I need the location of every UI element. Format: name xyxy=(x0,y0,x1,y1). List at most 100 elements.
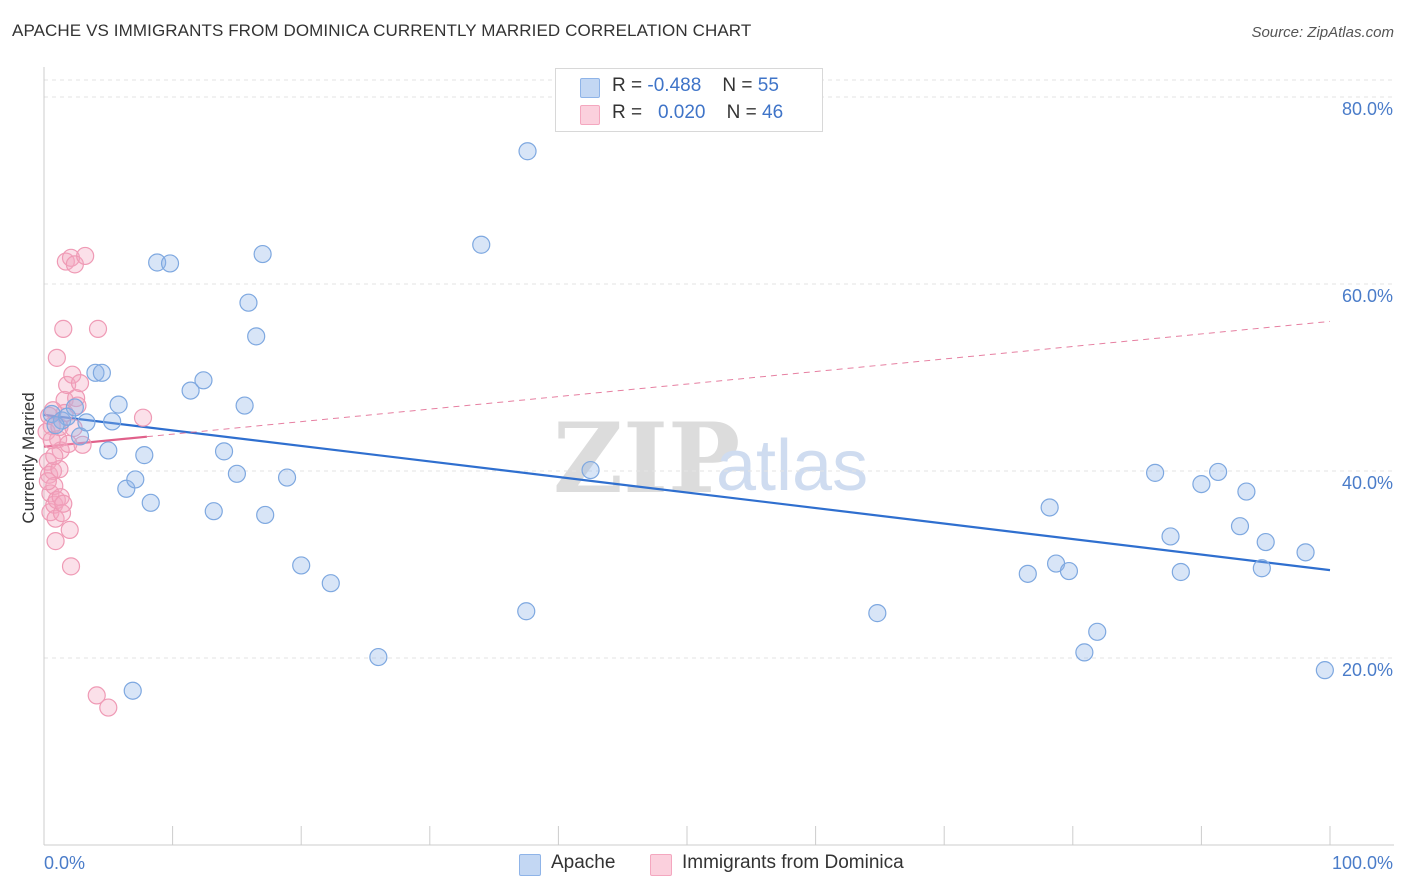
stats-legend: R = -0.488 N = 55 R = 0.020 N = 46 xyxy=(555,68,823,132)
dominica-point-37 xyxy=(133,408,153,427)
apache-point-9 xyxy=(103,412,122,431)
apache-point-15 xyxy=(148,253,167,272)
y-tick-label-3: 80.0% xyxy=(1342,99,1393,119)
dominica-point-33 xyxy=(76,246,95,266)
apache-point-0 xyxy=(42,404,61,424)
apache-point-34 xyxy=(581,460,600,480)
apache-point-18 xyxy=(194,371,213,390)
watermark-atlas: atlas xyxy=(716,426,868,506)
dominica-point-25 xyxy=(61,557,81,576)
dominica-n-value: 46 xyxy=(762,102,784,123)
apache-point-44 xyxy=(1161,527,1180,546)
dominica-trend-line-dashed xyxy=(146,320,1331,438)
apache-point-54 xyxy=(46,416,65,435)
apache-point-16 xyxy=(160,254,180,273)
apache-r-label: R = xyxy=(612,75,643,96)
dominica-swatch xyxy=(580,105,600,125)
watermark-zip: ZIP xyxy=(553,402,740,515)
apache-point-23 xyxy=(239,293,258,312)
apache-point-31 xyxy=(472,235,491,254)
dominica-point-43 xyxy=(54,494,73,513)
apache-points xyxy=(42,142,1334,700)
dominica-r-label: R = xyxy=(612,102,643,123)
apache-point-47 xyxy=(1209,462,1228,482)
apache-point-32 xyxy=(517,602,536,621)
apache-point-14 xyxy=(141,493,160,512)
apache-point-27 xyxy=(277,468,297,487)
apache-point-43 xyxy=(1146,463,1165,482)
y-axis-label: Currently Married xyxy=(19,392,38,523)
apache-n-label: N = xyxy=(722,75,753,96)
apache-point-10 xyxy=(109,395,128,414)
apache-r-value: -0.488 xyxy=(647,75,702,96)
apache-point-38 xyxy=(1040,498,1059,517)
y-tick-label-2: 60.0% xyxy=(1342,286,1393,306)
apache-n-value: 55 xyxy=(757,75,779,96)
apache-point-7 xyxy=(92,363,111,382)
dominica-point-34 xyxy=(87,686,106,705)
apache-point-42 xyxy=(1088,622,1107,641)
dominica-r-value: 0.020 xyxy=(657,102,706,123)
dominica-n-label: N = xyxy=(726,102,757,123)
dominica-point-35 xyxy=(88,319,108,338)
dominica-point-16 xyxy=(52,503,72,523)
apache-point-40 xyxy=(1059,561,1079,581)
apache-point-12 xyxy=(126,470,145,489)
apache-point-5 xyxy=(77,413,96,432)
x-tick-label-0: 0.0% xyxy=(44,853,85,873)
apache-point-33 xyxy=(518,142,537,161)
source-label: Source: ZipAtlas.com xyxy=(1251,24,1394,41)
apache-point-52 xyxy=(1296,543,1315,562)
trend-lines xyxy=(43,320,1331,572)
dominica-point-29 xyxy=(67,388,86,408)
apache-point-8 xyxy=(99,441,118,460)
apache-point-36 xyxy=(868,604,887,623)
y-tick-label-1: 40.0% xyxy=(1342,473,1393,493)
dominica-point-6 xyxy=(43,461,63,481)
apache-swatch xyxy=(580,78,600,98)
dominica-point-23 xyxy=(60,520,79,540)
apache-point-49 xyxy=(1237,482,1256,501)
dominica-point-11 xyxy=(47,348,66,367)
dominica-point-17 xyxy=(54,319,73,338)
apache-point-37 xyxy=(1018,564,1037,583)
series-apache-label: Apache xyxy=(551,852,616,873)
apache-point-20 xyxy=(214,442,234,461)
apache-point-46 xyxy=(1192,474,1211,494)
legend-apache-text: R = -0.488 N = 55 xyxy=(612,75,779,97)
apache-point-19 xyxy=(204,502,223,521)
dominica-point-45 xyxy=(45,446,64,466)
dominica-point-38 xyxy=(42,431,61,450)
apache-point-3 xyxy=(65,398,84,417)
y-tick-label-0: 20.0% xyxy=(1342,660,1393,680)
apache-point-48 xyxy=(1230,517,1250,536)
dominica-point-39 xyxy=(46,532,65,551)
apache-point-22 xyxy=(235,396,254,415)
series-dominica-swatch xyxy=(650,854,672,876)
apache-point-35 xyxy=(123,681,142,700)
legend-dominica-text: R = 0.020 N = 46 xyxy=(612,102,783,124)
dominica-point-44 xyxy=(38,472,57,491)
apache-point-41 xyxy=(1075,643,1094,662)
series-dominica-label: Immigrants from Dominica xyxy=(682,852,904,873)
apache-point-53 xyxy=(1315,661,1334,680)
dominica-point-36 xyxy=(99,698,118,717)
dominica-point-30 xyxy=(68,396,87,415)
apache-point-29 xyxy=(321,574,340,593)
series-apache-swatch xyxy=(519,854,541,876)
x-tick-label-1: 100.0% xyxy=(1332,853,1393,873)
apache-point-30 xyxy=(369,647,388,667)
apache-point-24 xyxy=(247,327,266,346)
apache-point-45 xyxy=(1171,562,1190,582)
apache-point-51 xyxy=(1256,532,1275,552)
apache-point-25 xyxy=(253,244,272,264)
apache-trend-line xyxy=(43,413,1331,572)
tick-labels: 20.0% 40.0% 60.0% 80.0% 0.0% 100.0% xyxy=(44,99,1393,873)
apache-point-17 xyxy=(181,381,200,400)
series-legend: Apache Immigrants from Dominica xyxy=(0,852,1406,878)
grid-lines xyxy=(44,79,1394,659)
apache-point-21 xyxy=(227,464,246,483)
apache-point-50 xyxy=(1252,559,1271,578)
apache-point-28 xyxy=(292,556,311,575)
